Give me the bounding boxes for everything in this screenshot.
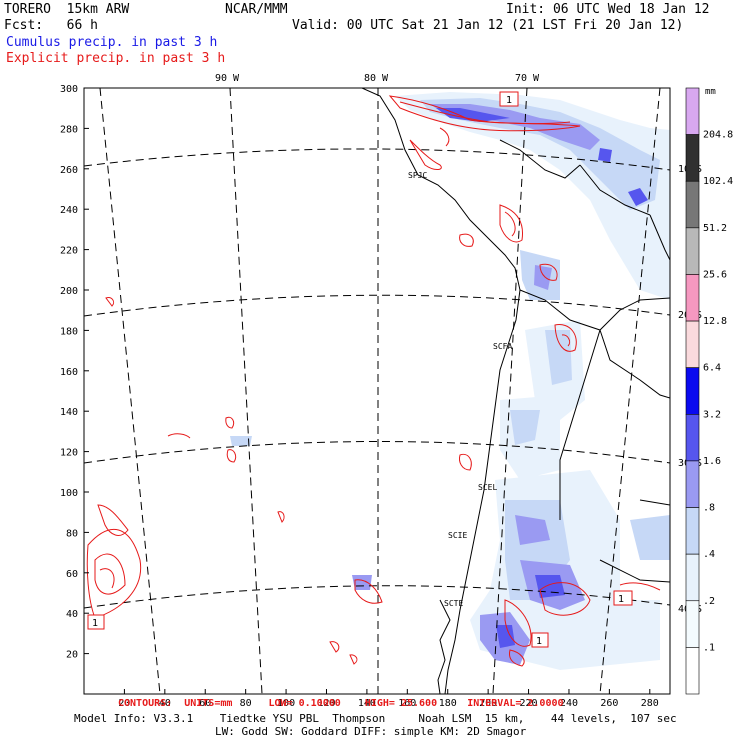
y-tick-label: 160 <box>60 367 78 378</box>
x-tick-label: 40 <box>159 698 171 709</box>
x-tick-label: 100 <box>277 698 295 709</box>
x-axis-ticks: 20 40 60 80 100 120 140 160 180 200 220 240 260 280 <box>118 689 659 709</box>
lon-label: 80 W <box>364 73 389 84</box>
x-tick-label: 120 <box>317 698 335 709</box>
model-info-physics: LW: Godd SW: Goddard DIFF: simple KM: 2D… <box>215 725 527 738</box>
contour-labels: 1 1 1 1 <box>87 91 633 648</box>
y-tick-label: 20 <box>66 650 78 661</box>
x-tick-label: 20 <box>118 698 130 709</box>
colorbar-level-label: .1 <box>703 642 715 653</box>
colorbar-swatch <box>685 367 700 415</box>
colorbar-swatch <box>685 227 700 275</box>
y-tick-label: 40 <box>66 609 78 620</box>
colorbar-swatch <box>685 134 700 182</box>
explicit-precip-label: Explicit precip. in past 3 h <box>6 51 226 66</box>
colorbar-level-label: 12.8 <box>703 316 727 327</box>
colorbar-level-label: .4 <box>703 549 715 560</box>
station-label: SCEL <box>478 483 497 492</box>
colorbar-level-label: 3.2 <box>703 409 721 420</box>
latitude-lines <box>84 148 670 609</box>
station-labels: SPJC SCFA SCEL SCIE SCTE <box>408 171 512 608</box>
center-label: NCAR/MMM <box>225 2 288 17</box>
station-label: SCFA <box>493 342 512 351</box>
colorbar-level-label: 102.4 <box>703 176 733 187</box>
cumulus-precip-label: Cumulus precip. in past 3 h <box>6 35 218 50</box>
colorbar-level-label: .2 <box>703 596 715 607</box>
x-tick-label: 140 <box>358 698 376 709</box>
y-axis-ticks: 20 40 60 80 100 120 140 160 180 200 220 240 260 280 30… <box>60 84 89 661</box>
precip-colorbar: 204.8 102.4 51.2 25.6 12.8 6.4 3.2 1.6 .8 .4 .2 .1 <box>685 87 733 695</box>
y-tick-label: 140 <box>60 407 78 418</box>
cumulus-precip-shading <box>230 92 670 670</box>
station-label: SPJC <box>408 171 427 180</box>
colorbar-unit: mm <box>705 87 716 97</box>
x-tick-label: 60 <box>199 698 211 709</box>
forecast-hour: Fcst: 66 h <box>4 18 98 33</box>
x-tick-label: 200 <box>479 698 497 709</box>
colorbar-level-label: 6.4 <box>703 363 721 374</box>
y-tick-label: 60 <box>66 569 78 580</box>
y-tick-label: 240 <box>60 205 78 216</box>
lon-label: 90 W <box>215 73 240 84</box>
y-tick-label: 260 <box>60 165 78 176</box>
contour-label: 1 <box>536 636 542 647</box>
coastline <box>361 88 670 694</box>
longitude-lines <box>99 88 661 694</box>
colorbar-swatch <box>685 414 700 462</box>
contour-label: 1 <box>506 95 512 106</box>
plot-frame <box>83 87 671 695</box>
station-label: SCTE <box>444 599 463 608</box>
colorbar-swatch <box>685 600 700 648</box>
x-tick-label: 160 <box>398 698 416 709</box>
colorbar-level-label: 1.6 <box>703 456 721 467</box>
colorbar-level-label: 25.6 <box>703 269 727 280</box>
colorbar-swatch <box>685 320 700 368</box>
x-tick-label: 80 <box>240 698 252 709</box>
colorbar-swatch <box>685 647 700 695</box>
colorbar-level-label: 204.8 <box>703 130 733 141</box>
longitude-labels: 90 W 80 W 70 W <box>215 73 540 84</box>
map-plot-area: 1 1 1 1 SPJC SCFA SCEL SCIE SCTE <box>84 88 670 694</box>
y-tick-label: 180 <box>60 326 78 337</box>
explicit-precip-contours <box>86 95 661 667</box>
x-tick-label: 260 <box>600 698 618 709</box>
station-label: SCIE <box>448 531 467 540</box>
colorbar-level-label: 51.2 <box>703 223 727 234</box>
init-time: Init: 06 UTC Wed 18 Jan 12 <box>506 2 710 17</box>
y-tick-label: 220 <box>60 246 78 257</box>
y-tick-label: 200 <box>60 286 78 297</box>
colorbar-swatch <box>685 274 700 322</box>
y-tick-label: 280 <box>60 124 78 135</box>
colorbar-swatch <box>685 87 700 135</box>
x-tick-label: 280 <box>641 698 659 709</box>
x-tick-label: 220 <box>520 698 538 709</box>
y-tick-label: 120 <box>60 448 78 459</box>
model-info: Model Info: V3.3.1 Tiedtke YSU PBL Thomp… <box>74 712 677 725</box>
colorbar-swatch <box>685 180 700 229</box>
colorbar-swatch <box>685 507 700 555</box>
y-tick-label: 80 <box>66 528 78 539</box>
colorbar-level-label: .8 <box>703 503 715 514</box>
x-tick-label: 180 <box>439 698 457 709</box>
x-tick-label: 240 <box>560 698 578 709</box>
colorbar-swatch <box>685 460 700 508</box>
model-title: TORERO 15km ARW <box>4 2 130 17</box>
contour-label: 1 <box>618 594 624 605</box>
y-tick-label: 300 <box>60 84 78 95</box>
y-tick-label: 100 <box>60 488 78 499</box>
lon-label: 70 W <box>515 73 540 84</box>
valid-time: Valid: 00 UTC Sat 21 Jan 12 (21 LST Fri … <box>292 18 684 33</box>
colorbar-swatch <box>685 553 700 602</box>
contour-label: 1 <box>92 618 98 629</box>
contours-info: CONTOURS: UNITS=mm LOW= 0.10000 HIGH= 25… <box>118 698 564 709</box>
